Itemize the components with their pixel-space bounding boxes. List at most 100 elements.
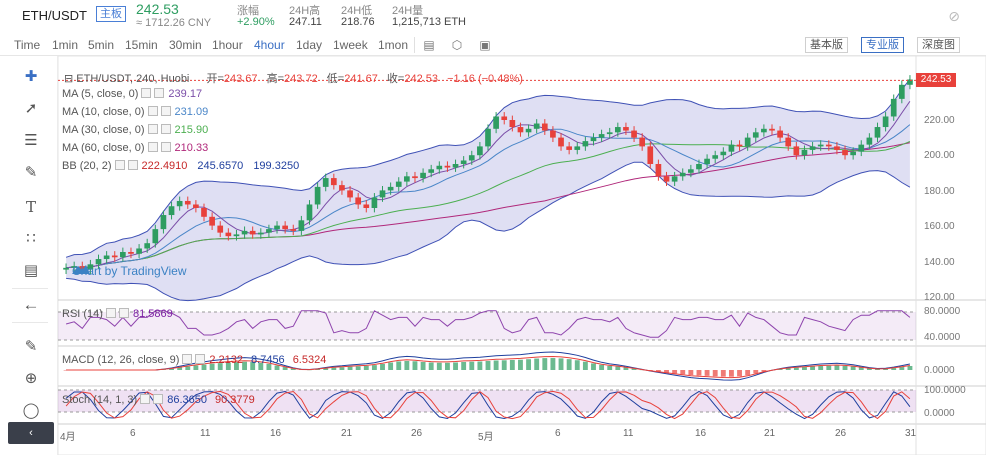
close-icon[interactable] [153,394,164,404]
eye-icon[interactable] [105,308,116,318]
candle [136,248,142,254]
macd-histogram-bar [834,365,840,370]
tradingview-watermark[interactable]: Chart by TradingView [72,264,187,278]
close-icon[interactable] [195,354,206,364]
date-label: 26 [411,428,423,439]
candle [306,204,313,221]
eye-icon[interactable] [147,124,158,134]
close-icon[interactable] [154,88,165,98]
macd-histogram-bar [493,360,499,370]
hide-panel-button[interactable]: ‹ [8,422,54,444]
candlestick-chart[interactable] [58,56,986,455]
legend-high-label: 高= [266,73,285,85]
last-price: 242.53 [136,1,179,17]
candle [801,149,808,156]
close-icon[interactable] [160,106,171,116]
macd-histogram-bar [290,368,296,370]
macd-axis-label: 0.0000 [924,365,955,376]
trend-line-icon[interactable]: ➚ [24,100,38,117]
tf-1mon[interactable]: 1mon [378,38,409,52]
close-icon[interactable] [160,142,171,152]
tf-time[interactable]: Time [14,38,41,52]
tf-1hour[interactable]: 1hour [212,38,243,52]
eye-icon[interactable] [114,160,125,170]
stoch-axis-label: 100.0000 [924,385,966,396]
tf-30min[interactable]: 30min [169,38,202,52]
fib-icon[interactable]: ☰ [24,132,38,149]
macd-histogram-bar [672,370,678,374]
macd-histogram-bar [591,363,596,370]
pattern-icon[interactable]: ∷ [26,230,36,247]
view-pro-button[interactable]: 专业版 [861,37,904,53]
tf-1min[interactable]: 1min [52,38,79,52]
macd-histogram-bar [477,361,483,370]
text-icon[interactable]: T [25,198,36,216]
candle [395,181,402,187]
lock-icon[interactable]: ◯ [22,402,40,419]
eye-icon[interactable] [141,88,152,98]
close-icon[interactable] [118,308,129,318]
price-axis-label: 140.00 [924,257,955,268]
candle [152,229,159,244]
eye-icon[interactable] [147,106,158,116]
macd-histogram-bar [883,368,889,370]
tf-1day[interactable]: 1day [296,38,323,52]
fullscreen-icon[interactable]: ▣ [479,38,491,52]
macd-histogram-bar [526,359,532,370]
view-depth-button[interactable]: 深度图 [917,37,960,53]
candle [517,127,524,133]
date-label: 16 [270,428,282,439]
candle [420,172,426,179]
macd-histogram-bar [688,370,694,376]
eye-icon[interactable] [147,142,158,152]
macd-histogram-bar [461,361,467,370]
eye-icon[interactable] [182,354,193,364]
macd-histogram-bar [704,370,710,376]
macd-histogram-bar [761,370,767,372]
eye-icon[interactable] [140,394,151,404]
tf-5min[interactable]: 5min [88,38,115,52]
rsi-axis-label: 40.0000 [924,332,961,343]
brush-icon[interactable]: ✎ [24,164,38,181]
macd-histogram-bar [258,362,264,370]
tf-1week[interactable]: 1week [333,38,368,52]
candle [590,137,597,142]
measure-icon[interactable]: ▤ [23,262,39,279]
bb-value-1: 222.4910 [141,160,188,172]
ruler-icon[interactable]: ✎ [24,338,38,355]
price-axis-label: 180.00 [924,186,955,197]
date-label: 6 [555,428,561,439]
macd-histogram-bar [802,367,807,370]
view-basic-button[interactable]: 基本版 [805,37,848,53]
tf-15min[interactable]: 15min [125,38,158,52]
chart-area[interactable]: ⊟ ETH/USDT, 240, Huobi 开=243.67 高=243.72… [58,56,986,455]
back-arrow-icon[interactable]: ← [22,295,40,314]
ma30-label: MA (30, close, 0) [62,124,145,136]
close-icon[interactable] [127,160,138,170]
ma60-value: 210.33 [174,142,209,154]
candle-type-icon[interactable]: ▤ [423,38,435,52]
zoom-in-icon[interactable]: ⊕ [24,370,38,387]
tf-4hour[interactable]: 4hour [254,38,285,52]
stat-high-label: 24H高 [289,5,321,17]
candle [882,116,889,128]
legend-ma30: MA (30, close, 0) 215.90 [62,124,208,136]
candle [290,229,297,231]
macd-histogram-bar [266,363,272,370]
macd-histogram-bar [177,367,183,370]
legend-collapse-icon[interactable]: ⊟ [64,73,77,85]
candle [606,132,613,135]
eye-off-icon[interactable]: ⊘ [948,8,960,24]
candle [436,165,443,170]
indicators-icon[interactable]: ⬡ [451,38,463,52]
candle [339,185,345,191]
stat-change-value: +2.90% [237,16,275,28]
candle [696,164,702,170]
close-icon[interactable] [160,124,171,134]
crosshair-icon[interactable]: ✚ [24,68,38,85]
macd-signal-line [66,355,910,379]
candle [128,252,134,254]
macd-histogram-bar [712,370,718,377]
stoch-label: Stoch (14, 1, 3) [62,394,138,406]
candle [574,146,581,150]
